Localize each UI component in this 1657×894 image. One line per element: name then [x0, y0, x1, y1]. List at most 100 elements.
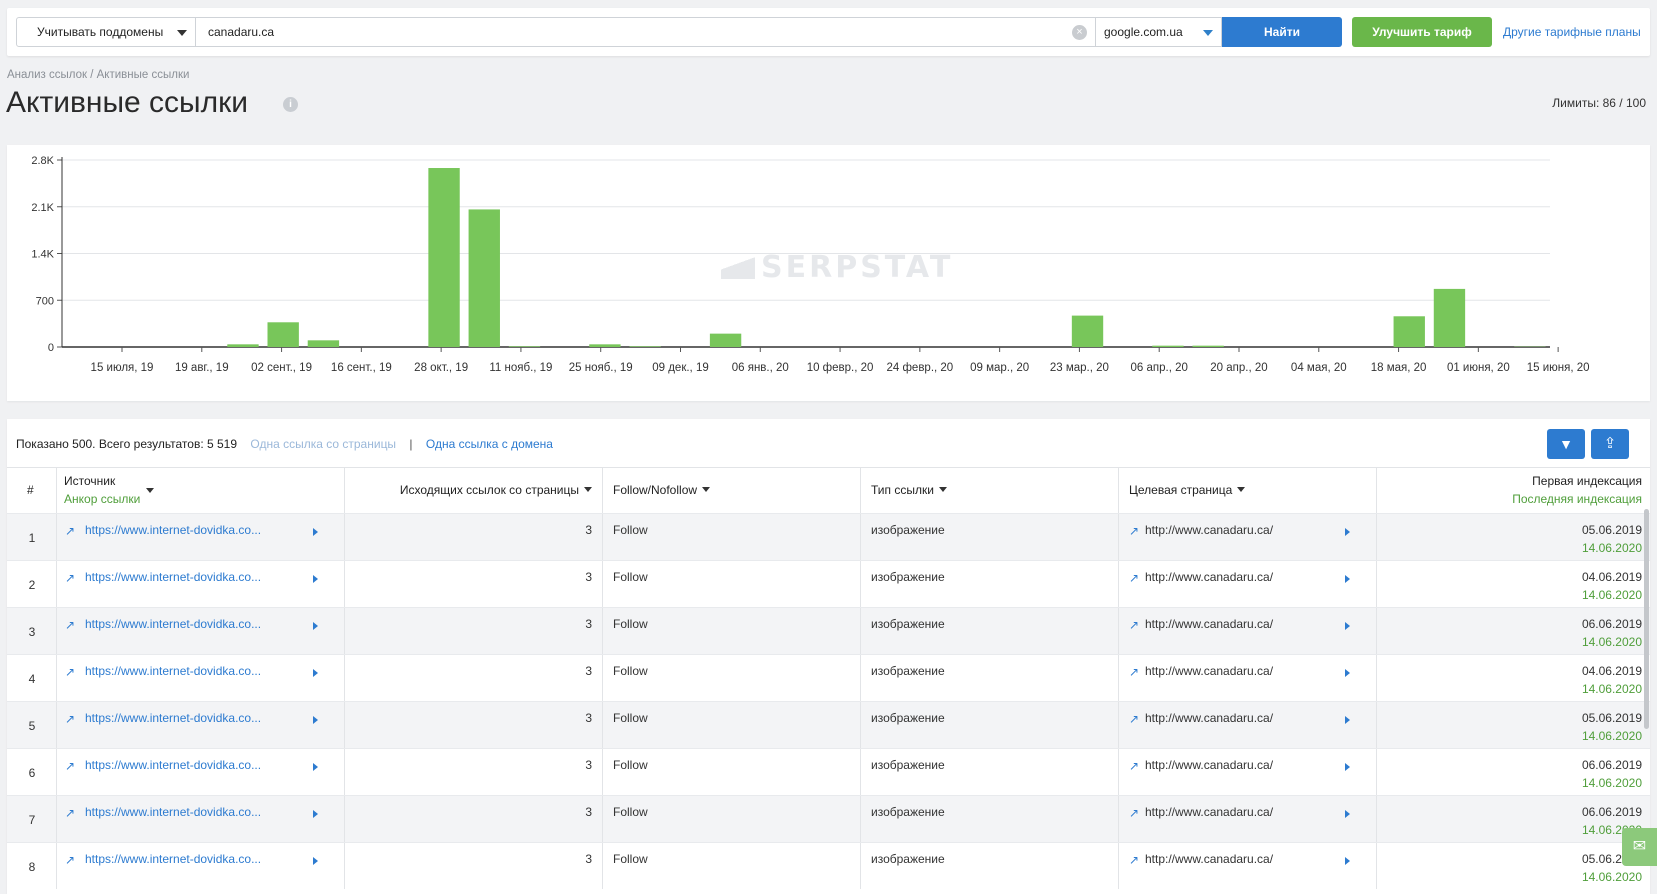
last-index-date: 14.06.2020 [1581, 729, 1642, 743]
filter-button[interactable]: ▼ [1547, 429, 1585, 459]
expand-arrow-icon[interactable] [1345, 575, 1350, 583]
bar [1393, 316, 1425, 347]
expand-arrow-icon[interactable] [1345, 763, 1350, 771]
target-link[interactable]: http://www.canadaru.ca/ [1145, 664, 1274, 678]
external-link-icon[interactable]: ↗ [65, 618, 76, 632]
find-button[interactable]: Найти [1222, 17, 1342, 47]
one-link-per-domain-toggle[interactable]: Одна ссылка с домена [425, 437, 553, 451]
row-number: 6 [28, 766, 36, 780]
links-table-card: Показано 500. Всего результатов: 5 519 О… [7, 419, 1650, 894]
external-link-icon[interactable]: ↗ [1129, 571, 1140, 585]
cell-outgoing: 3 [345, 608, 603, 654]
cell-source: ↗ https://www.internet-dovidka.co... [57, 843, 345, 889]
info-icon[interactable]: i [283, 97, 298, 112]
last-index-date: 14.06.2020 [1581, 541, 1642, 555]
target-link[interactable]: http://www.canadaru.ca/ [1145, 805, 1274, 819]
link-type-value: изображение [871, 523, 945, 537]
expand-arrow-icon[interactable] [1345, 857, 1350, 865]
external-link-icon[interactable]: ↗ [65, 759, 76, 773]
expand-arrow-icon[interactable] [1345, 669, 1350, 677]
header-type-label: Тип ссылки [871, 483, 947, 497]
external-link-icon[interactable]: ↗ [1129, 618, 1140, 632]
x-tick-label: 09 мар., 20 [970, 362, 1029, 374]
upgrade-plan-button[interactable]: Улучшить тариф [1352, 17, 1492, 47]
external-link-icon[interactable]: ↗ [1129, 712, 1140, 726]
source-link[interactable]: https://www.internet-dovidka.co... [85, 664, 262, 678]
x-tick-label: 15 июля, 19 [91, 362, 154, 374]
header-indexing[interactable]: Первая индексация Последняя индексация [1377, 468, 1650, 513]
header-type[interactable]: Тип ссылки [861, 468, 1119, 513]
cell-dates: 05.06.2019 14.06.2020 [1377, 514, 1650, 560]
domain-input[interactable]: canadaru.ca × [196, 17, 1096, 47]
expand-arrow-icon[interactable] [313, 528, 318, 536]
sort-caret-icon[interactable] [1237, 487, 1246, 492]
sort-caret-icon[interactable] [146, 488, 154, 493]
expand-arrow-icon[interactable] [313, 716, 318, 724]
table-body: 1 ↗ https://www.internet-dovidka.co... 3 Fol… [7, 513, 1650, 889]
target-link[interactable]: http://www.canadaru.ca/ [1145, 758, 1274, 772]
chat-button[interactable]: ✉ [1622, 828, 1657, 866]
header-last-index-label: Последняя индексация [1512, 492, 1642, 506]
target-link[interactable]: http://www.canadaru.ca/ [1145, 852, 1274, 866]
source-link[interactable]: https://www.internet-dovidka.co... [85, 758, 262, 772]
source-link[interactable]: https://www.internet-dovidka.co... [85, 805, 262, 819]
cell-dates: 04.06.2019 14.06.2020 [1377, 655, 1650, 701]
cell-type: изображение [861, 608, 1119, 654]
bar [1152, 345, 1184, 347]
external-link-icon[interactable]: ↗ [65, 806, 76, 820]
external-link-icon[interactable]: ↗ [65, 853, 76, 867]
external-link-icon[interactable]: ↗ [65, 665, 76, 679]
clear-icon[interactable]: × [1072, 25, 1087, 40]
expand-arrow-icon[interactable] [1345, 622, 1350, 630]
one-link-per-page-toggle[interactable]: Одна ссылка со страницы [250, 437, 397, 451]
external-link-icon[interactable]: ↗ [65, 571, 76, 585]
external-link-icon[interactable]: ↗ [1129, 853, 1140, 867]
expand-arrow-icon[interactable] [313, 763, 318, 771]
link-type-value: изображение [871, 617, 945, 631]
expand-arrow-icon[interactable] [1345, 716, 1350, 724]
source-link[interactable]: https://www.internet-dovidka.co... [85, 523, 262, 537]
external-link-icon[interactable]: ↗ [65, 524, 76, 538]
header-target[interactable]: Целевая страница [1119, 468, 1377, 513]
expand-arrow-icon[interactable] [313, 810, 318, 818]
target-link[interactable]: http://www.canadaru.ca/ [1145, 570, 1274, 584]
expand-arrow-icon[interactable] [313, 622, 318, 630]
external-link-icon[interactable]: ↗ [1129, 524, 1140, 538]
table-scrollbar[interactable] [1644, 509, 1649, 729]
external-link-icon[interactable]: ↗ [65, 712, 76, 726]
expand-arrow-icon[interactable] [313, 857, 318, 865]
subdomains-dropdown[interactable]: Учитывать поддомены [16, 17, 196, 47]
other-plans-link[interactable]: Другие тарифные планы [1503, 25, 1641, 39]
link-type-value: изображение [871, 664, 945, 678]
cell-source: ↗ https://www.internet-dovidka.co... [57, 608, 345, 654]
external-link-icon[interactable]: ↗ [1129, 665, 1140, 679]
source-link[interactable]: https://www.internet-dovidka.co... [85, 711, 262, 725]
target-link[interactable]: http://www.canadaru.ca/ [1145, 711, 1274, 725]
x-tick-label: 01 июня, 20 [1447, 362, 1510, 374]
header-follow[interactable]: Follow/Nofollow [603, 468, 861, 513]
target-link[interactable]: http://www.canadaru.ca/ [1145, 523, 1274, 537]
external-link-icon[interactable]: ↗ [1129, 759, 1140, 773]
external-link-icon[interactable]: ↗ [1129, 806, 1140, 820]
expand-arrow-icon[interactable] [1345, 528, 1350, 536]
target-link[interactable]: http://www.canadaru.ca/ [1145, 617, 1274, 631]
search-engine-dropdown[interactable]: google.com.ua [1096, 17, 1222, 47]
serpstat-logo-icon [721, 255, 755, 279]
source-link[interactable]: https://www.internet-dovidka.co... [85, 570, 262, 584]
header-source[interactable]: Источник Анкор ссылки [57, 468, 345, 513]
export-button[interactable]: ⇪ [1591, 429, 1629, 459]
table-row: 4 ↗ https://www.internet-dovidka.co... 3 Fol… [7, 654, 1650, 701]
expand-arrow-icon[interactable] [313, 669, 318, 677]
cell-outgoing: 3 [345, 843, 603, 889]
source-link[interactable]: https://www.internet-dovidka.co... [85, 617, 262, 631]
expand-arrow-icon[interactable] [313, 575, 318, 583]
x-tick-label: 28 окт., 19 [414, 362, 468, 374]
header-outgoing[interactable]: Исходящих ссылок со страницы [345, 468, 603, 513]
cell-type: изображение [861, 796, 1119, 842]
sort-caret-icon[interactable] [584, 487, 592, 492]
expand-arrow-icon[interactable] [1345, 810, 1350, 818]
sort-caret-icon[interactable] [938, 487, 947, 492]
source-link[interactable]: https://www.internet-dovidka.co... [85, 852, 262, 866]
sort-caret-icon[interactable] [702, 487, 711, 492]
results-summary: Показано 500. Всего результатов: 5 519 О… [16, 437, 553, 451]
